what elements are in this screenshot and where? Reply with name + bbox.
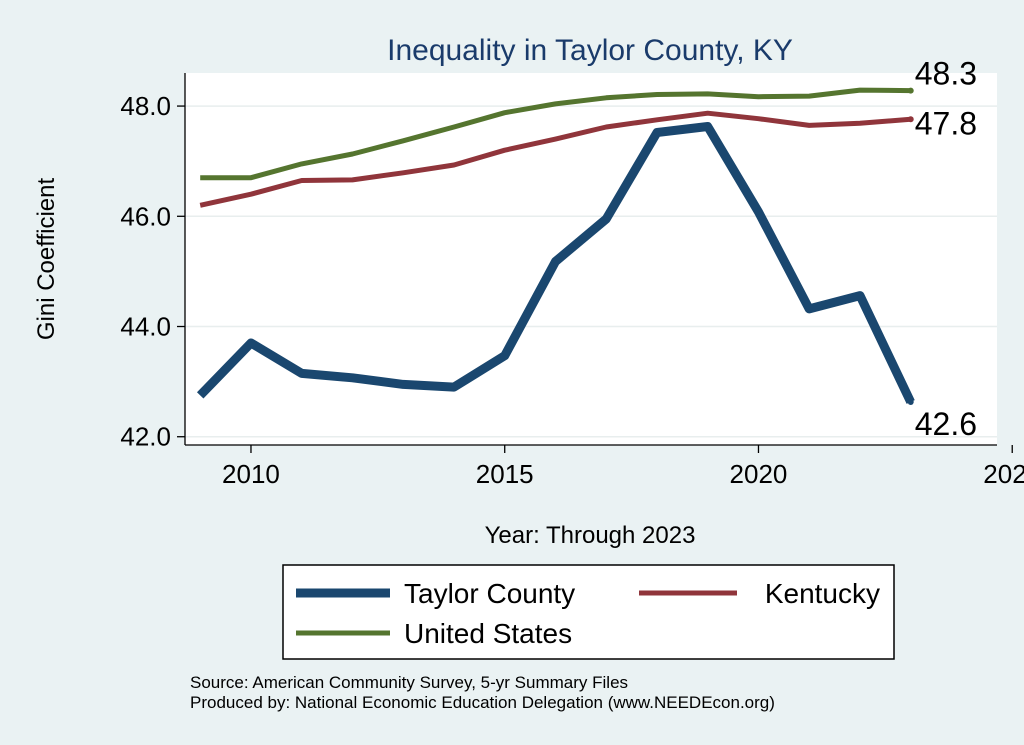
y-tick-label: 48.0 bbox=[120, 91, 171, 121]
series-end-point-taylor-county bbox=[907, 399, 914, 406]
producer-note: Produced by: National Economic Education… bbox=[190, 693, 775, 712]
chart-title: Inequality in Taylor County, KY bbox=[387, 34, 793, 67]
x-tick-label: 2020 bbox=[730, 459, 788, 489]
y-tick-label: 46.0 bbox=[120, 201, 171, 231]
end-labels: 42.6 47.8 48.3 bbox=[915, 56, 977, 442]
legend: Taylor County Kentucky United States bbox=[282, 564, 895, 660]
legend-label-kentucky: Kentucky bbox=[765, 578, 880, 609]
y-axis-label: Gini Coefficient bbox=[33, 178, 60, 341]
x-tick-label: 2015 bbox=[476, 459, 534, 489]
legend-label-united-states: United States bbox=[404, 618, 572, 649]
series-line-kentucky bbox=[199, 110, 911, 208]
end-label-taylor-county: 42.6 bbox=[915, 406, 977, 442]
series-line-taylor-county bbox=[196, 122, 915, 404]
series-end-point-united-states bbox=[907, 87, 914, 94]
axis-ticks: 42.0 44.0 46.0 48.0 2010 2015 2020 2025 bbox=[120, 91, 1024, 489]
end-label-united-states: 48.3 bbox=[915, 56, 977, 92]
plot-area bbox=[185, 73, 997, 445]
y-tick-label: 44.0 bbox=[120, 312, 171, 342]
legend-box bbox=[282, 564, 895, 660]
end-label-kentucky: 47.8 bbox=[915, 105, 977, 141]
legend-label-taylor-county: Taylor County bbox=[404, 578, 575, 609]
x-tick-label: 2010 bbox=[222, 459, 280, 489]
x-tick-label: 2025 bbox=[983, 459, 1024, 489]
series-end-point-kentucky bbox=[907, 116, 914, 123]
x-axis-label: Year: Through 2023 bbox=[485, 522, 696, 549]
series-lines bbox=[196, 87, 915, 406]
series-line-united-states bbox=[200, 87, 911, 181]
y-tick-label: 42.0 bbox=[120, 422, 171, 452]
gridlines bbox=[185, 105, 997, 438]
source-note: Source: American Community Survey, 5-yr … bbox=[190, 673, 628, 692]
